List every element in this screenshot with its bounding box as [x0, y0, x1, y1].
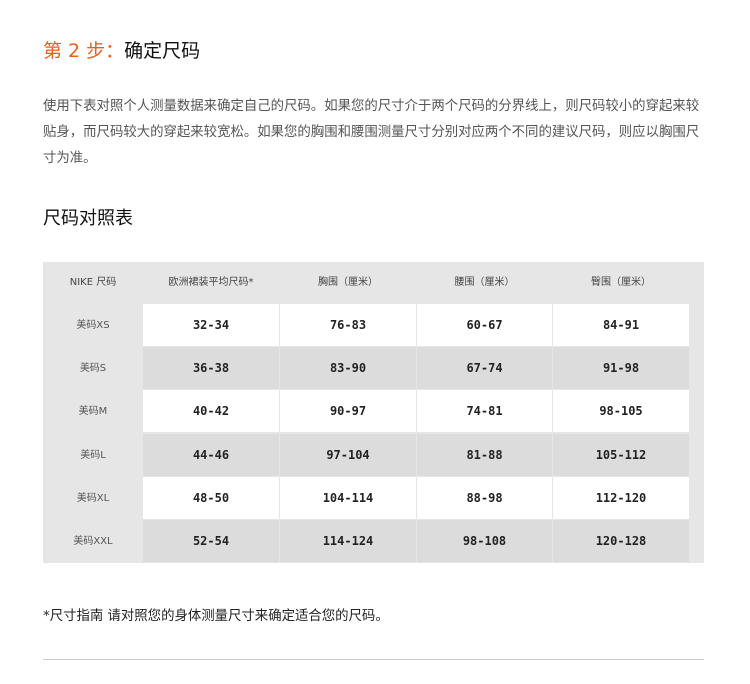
- table-cell: 67-74: [417, 347, 552, 390]
- table-cell: 98-105: [553, 390, 689, 433]
- column-header: 臀围（厘米）: [591, 277, 651, 288]
- step-title: 确定尺码: [124, 40, 201, 62]
- table-cell: 74-81: [417, 390, 552, 433]
- column-header: 腰围（厘米）: [454, 277, 515, 288]
- table-cell: 105-112: [553, 433, 689, 476]
- column-header: 欧洲裙装平均尺码*: [168, 277, 254, 288]
- row-size-label: 美码M: [78, 406, 108, 418]
- table-cell: 91-98: [553, 347, 689, 390]
- table-cell: 112-120: [553, 476, 689, 519]
- row-size-label: 美码XS: [76, 320, 110, 331]
- table-cell: 36-38: [143, 347, 279, 390]
- step-label: 第 2 步：: [43, 40, 125, 62]
- table-cell: 52-54: [143, 520, 279, 562]
- page-title: 第 2 步：确定尺码: [43, 36, 200, 63]
- table-cell: 97-104: [280, 433, 416, 476]
- size-chart-table: NIKE 尺码 欧洲裙装平均尺码* 胸围（厘米） 腰围（厘米） 臀围（厘米） 美码XS 32…: [43, 262, 704, 563]
- table-cell: 48-50: [143, 476, 279, 519]
- intro-text: 使用下表对照个人测量数据来确定自己的尺码。如果您的尺寸介于两个尺码的分界线上，则…: [43, 99, 700, 166]
- size-chart-heading: 尺码对照表: [43, 208, 133, 229]
- table-cell: 44-46: [143, 433, 279, 476]
- table-cell: 76-83: [280, 304, 416, 346]
- row-size-label: 美码XL: [76, 492, 110, 504]
- table-cell: 88-98: [417, 476, 552, 519]
- footnote: *尺寸指南 请对照您的身体测量尺寸来确定适合您的尺码。: [43, 609, 389, 624]
- table-cell: 98-108: [417, 520, 552, 562]
- column-header: NIKE 尺码: [69, 277, 117, 288]
- table-cell: 84-91: [553, 304, 689, 346]
- table-cell: 120-128: [553, 520, 689, 562]
- table-cell: 90-97: [280, 390, 416, 433]
- row-size-label: 美码L: [80, 449, 106, 461]
- table-cell: 32-34: [143, 304, 279, 346]
- table-cell: 104-114: [280, 476, 416, 519]
- table-cell: 114-124: [280, 520, 416, 562]
- table-cell: 40-42: [143, 390, 279, 433]
- divider: [43, 659, 704, 660]
- row-size-label: 美码S: [79, 363, 107, 375]
- column-header: 胸围（厘米）: [318, 277, 378, 288]
- table-cell: 83-90: [280, 347, 416, 390]
- table-cell: 81-88: [417, 433, 552, 476]
- row-size-label: 美码XXL: [73, 536, 113, 547]
- table-cell: 60-67: [417, 304, 552, 346]
